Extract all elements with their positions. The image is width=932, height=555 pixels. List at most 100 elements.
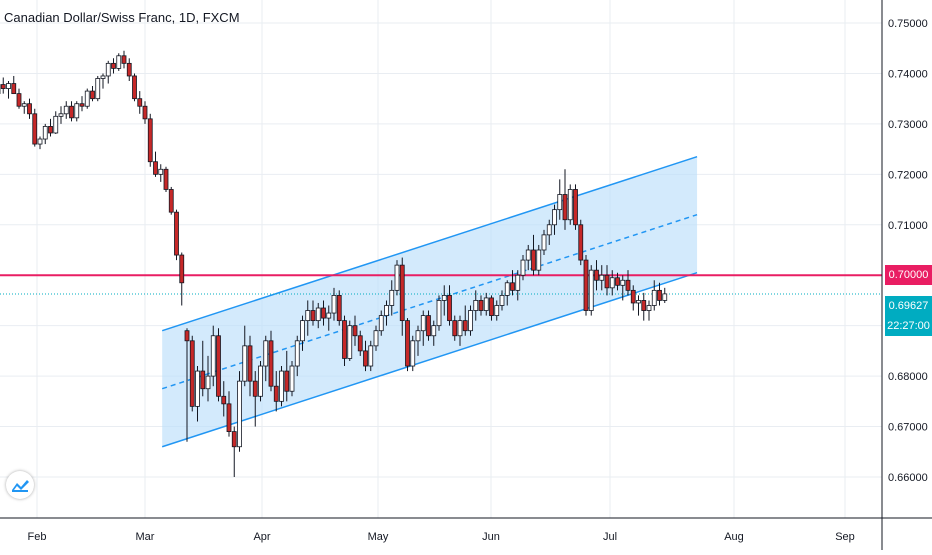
candle-down [594, 269, 599, 281]
candle-down [625, 279, 631, 291]
candle-up [315, 307, 321, 322]
candle-up [105, 62, 111, 77]
candle-up [305, 310, 311, 322]
candle-up [415, 330, 421, 342]
candle-up [620, 279, 626, 286]
regression-channel[interactable] [161, 155, 698, 448]
candle-up [373, 330, 379, 347]
candle-down [426, 315, 431, 337]
candles [0, 50, 668, 477]
candle-down [510, 282, 515, 291]
candle-down [0, 84, 6, 89]
candle-down [137, 98, 143, 107]
tradingview-logo-icon[interactable] [6, 471, 34, 499]
candle-up [441, 294, 447, 301]
candle-down [184, 330, 190, 342]
candle-down [27, 103, 32, 115]
candle-down [604, 274, 610, 289]
candle-up [347, 325, 353, 359]
candle-down [336, 294, 342, 322]
candle-down [226, 403, 232, 433]
candle-down [247, 345, 253, 382]
candle-up [95, 78, 101, 100]
candle-up [58, 113, 64, 117]
candle-up [237, 380, 242, 448]
candle-up [21, 103, 27, 107]
candle-up [37, 138, 43, 145]
candle-up [205, 375, 211, 390]
candle-down [573, 189, 578, 226]
candle-up [651, 289, 657, 306]
x-tick-label: Apr [253, 531, 270, 543]
x-tick-label: Aug [724, 531, 744, 543]
candle-down [562, 194, 568, 221]
candle-down [179, 254, 185, 284]
candle-down [583, 259, 589, 311]
y-tick-label: 0.72000 [888, 169, 928, 181]
level-price-label: 0.70000 [885, 265, 932, 286]
candle-up [662, 293, 668, 301]
candle-up [263, 340, 269, 367]
candle-down [147, 118, 153, 163]
candle-up [646, 305, 652, 311]
candle-down [189, 340, 195, 407]
candle-down [200, 370, 206, 390]
candle-down [405, 320, 410, 367]
candle-down [357, 335, 363, 352]
candle-up [436, 300, 442, 327]
candle-down [578, 224, 584, 261]
candle-down [153, 161, 158, 175]
candle-down [399, 264, 405, 322]
candle-down [69, 105, 74, 119]
candle-down [310, 310, 316, 322]
candle-up [300, 320, 305, 342]
candle-down [452, 320, 458, 337]
candle-up [210, 335, 216, 377]
candle-down [111, 62, 116, 69]
candle-up [468, 310, 473, 332]
candle-up [636, 300, 641, 304]
candle-up [541, 234, 547, 251]
candle-down [615, 277, 620, 286]
y-tick-label: 0.66000 [888, 472, 928, 484]
candle-up [279, 370, 284, 402]
candle-down [657, 289, 662, 301]
y-tick-label: 0.68000 [888, 371, 928, 383]
candle-down [216, 335, 221, 397]
candle-up [520, 259, 526, 276]
candle-down [284, 370, 290, 392]
candle-down [126, 62, 132, 77]
candle-up [609, 277, 615, 289]
candle-down [352, 325, 358, 337]
candle-down [321, 307, 326, 319]
candle-down [221, 395, 227, 405]
candle-up [42, 126, 48, 140]
candle-down [363, 350, 368, 367]
channel-lower-line [161, 271, 698, 448]
candle-up [326, 312, 332, 319]
candle-down [90, 90, 95, 100]
candle-up [546, 224, 552, 236]
candle-up [368, 345, 374, 367]
candle-up [378, 315, 384, 332]
candle-up [53, 115, 59, 134]
candle-up [504, 282, 510, 296]
candle-up [331, 294, 337, 314]
candle-up [499, 294, 505, 306]
x-tick-label: Jul [603, 531, 617, 543]
candle-down [447, 294, 452, 322]
candle-down [11, 83, 17, 95]
y-tick-label: 0.71000 [888, 220, 928, 232]
y-tick-label: 0.73000 [888, 119, 928, 131]
candle-up [567, 189, 573, 221]
candle-down [252, 380, 258, 397]
candle-up [410, 340, 416, 367]
candle-down [273, 385, 279, 402]
candle-up [525, 249, 531, 261]
x-tick-label: Sep [835, 531, 855, 543]
candle-down [489, 297, 494, 316]
channel-upper-line [161, 155, 698, 332]
level-lines[interactable] [0, 274, 882, 295]
